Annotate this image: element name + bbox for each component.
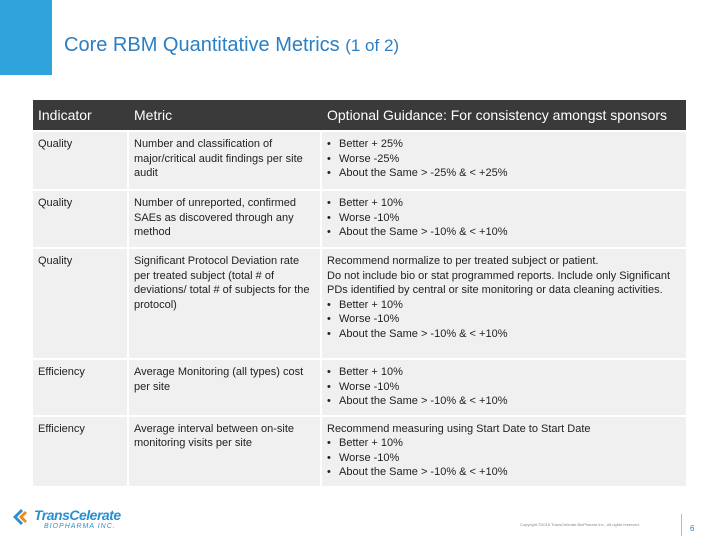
accent-bar — [0, 0, 52, 75]
guidance-bullet: About the Same > -10% & < +10% — [327, 327, 681, 342]
indicator-cell: Quality — [33, 247, 127, 358]
table-row: Efficiency Average Monitoring (all types… — [33, 358, 686, 415]
header-metric: Metric — [127, 100, 320, 130]
guidance-text: Recommend normalize to per treated subje… — [327, 255, 599, 267]
header-indicator: Indicator — [33, 100, 127, 130]
slide-title: Core RBM Quantitative Metrics (1 of 2) — [64, 34, 399, 57]
guidance-bullet: Worse -10% — [327, 211, 681, 226]
table-header-row: Indicator Metric Optional Guidance: For … — [33, 100, 686, 130]
metric-cell: Significant Protocol Deviation rate per … — [127, 247, 320, 358]
indicator-cell: Efficiency — [33, 358, 127, 415]
guidance-bullets: Better + 10% Worse -10% About the Same >… — [327, 365, 681, 409]
metric-cell: Average interval between on-site monitor… — [127, 414, 320, 486]
guidance-text: Do not include bio or stat programmed re… — [327, 269, 671, 297]
slide-title-sub: (1 of 2) — [345, 36, 400, 55]
transcelerate-logo-icon — [13, 509, 27, 525]
guidance-bullet: Worse -10% — [327, 451, 681, 466]
metric-cell: Number and classification of major/criti… — [127, 130, 320, 189]
guidance-cell: Better + 25% Worse -25% About the Same >… — [320, 130, 686, 189]
guidance-bullet: About the Same > -10% & < +10% — [327, 465, 681, 480]
guidance-bullet: Better + 10% — [327, 196, 681, 211]
indicator-cell: Quality — [33, 189, 127, 247]
metric-cell: Average Monitoring (all types) cost per … — [127, 358, 320, 415]
guidance-bullet: About the Same > -25% & < +25% — [327, 166, 681, 181]
footer-divider — [681, 514, 682, 536]
guidance-cell: Better + 10% Worse -10% About the Same >… — [320, 358, 686, 415]
logo-name: TransCelerate — [34, 507, 121, 523]
guidance-text: Recommend measuring using Start Date to … — [327, 422, 591, 435]
guidance-bullets: Better + 10% Worse -10% About the Same >… — [327, 436, 681, 480]
transcelerate-logo: TransCelerate BIOPHARMA INC. — [10, 504, 130, 536]
guidance-bullet: Worse -10% — [327, 312, 681, 327]
table-row: Quality Number of unreported, confirmed … — [33, 189, 686, 247]
guidance-bullet: About the Same > -10% & < +10% — [327, 394, 681, 409]
logo-subtitle: BIOPHARMA INC. — [44, 523, 116, 530]
guidance-bullets: Better + 25% Worse -25% About the Same >… — [327, 137, 681, 181]
copyright-text: Copyright ©2016 TransCelerate BioPharma … — [520, 522, 640, 527]
table-row: Quality Significant Protocol Deviation r… — [33, 247, 686, 358]
guidance-bullet: Better + 10% — [327, 365, 681, 380]
metrics-table: Indicator Metric Optional Guidance: For … — [33, 100, 686, 486]
table-row: Efficiency Average interval between on-s… — [33, 414, 686, 486]
indicator-cell: Efficiency — [33, 414, 127, 486]
guidance-cell: Recommend normalize to per treated subje… — [320, 247, 686, 358]
metric-cell: Number of unreported, confirmed SAEs as … — [127, 189, 320, 247]
guidance-bullet: Better + 25% — [327, 137, 681, 152]
guidance-bullet: Worse -10% — [327, 380, 681, 395]
guidance-cell: Recommend measuring using Start Date to … — [320, 414, 686, 486]
slide-title-main: Core RBM Quantitative Metrics — [64, 34, 340, 56]
guidance-bullet: Better + 10% — [327, 298, 681, 313]
table-row: Quality Number and classification of maj… — [33, 130, 686, 189]
guidance-bullet: Better + 10% — [327, 436, 681, 451]
guidance-bullet: Worse -25% — [327, 152, 681, 167]
guidance-bullets: Better + 10% Worse -10% About the Same >… — [327, 196, 681, 240]
guidance-bullets: Better + 10% Worse -10% About the Same >… — [327, 298, 681, 342]
guidance-cell: Better + 10% Worse -10% About the Same >… — [320, 189, 686, 247]
header-guidance: Optional Guidance: For consistency among… — [320, 100, 686, 130]
guidance-bullet: About the Same > -10% & < +10% — [327, 225, 681, 240]
page-number: 6 — [690, 524, 695, 533]
indicator-cell: Quality — [33, 130, 127, 189]
